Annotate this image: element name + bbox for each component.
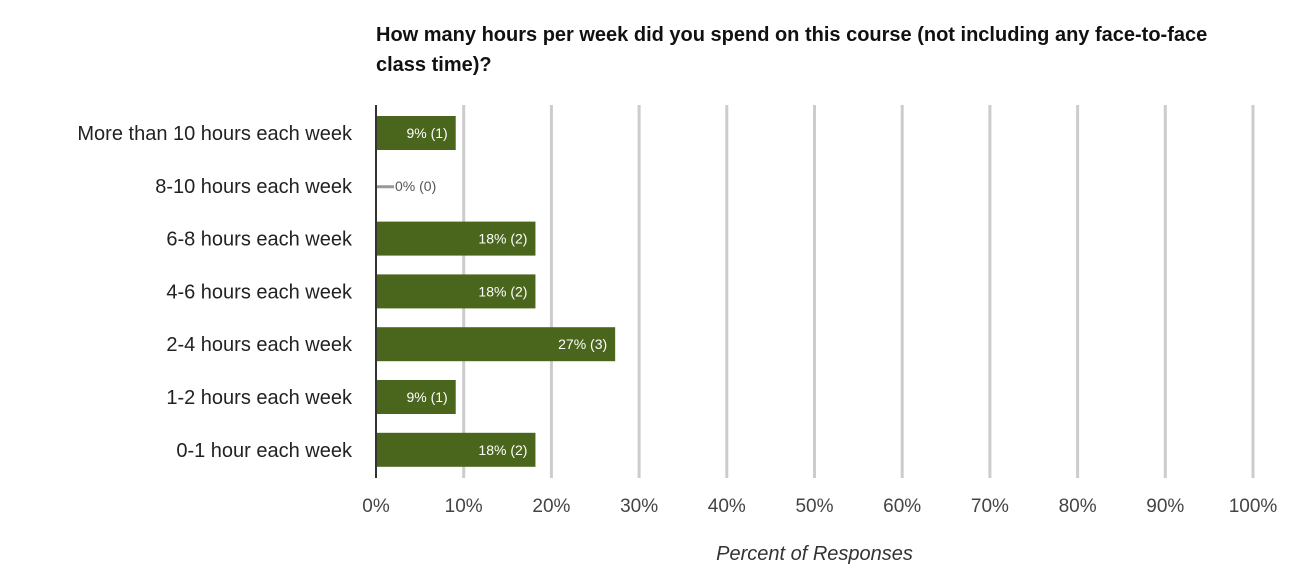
x-tick-label: 30% (620, 496, 658, 517)
x-tick-label: 10% (445, 496, 483, 517)
x-tick-label: 50% (795, 496, 833, 517)
data-label: 18% (2) (478, 231, 527, 247)
bar (376, 380, 456, 414)
bar (376, 221, 536, 256)
x-tick-label: 90% (1146, 496, 1184, 517)
data-label: 18% (2) (478, 442, 527, 458)
data-label: 9% (1) (406, 389, 447, 405)
bar (376, 274, 536, 309)
bar (376, 432, 536, 467)
x-tick-label: 0% (362, 496, 390, 517)
y-category-label: 1-2 hours each week (166, 387, 353, 409)
x-tick-label: 20% (532, 496, 570, 517)
y-category-label: 6-8 hours each week (166, 229, 353, 251)
y-category-label: 8-10 hours each week (155, 176, 353, 198)
data-label: 27% (3) (558, 336, 607, 352)
x-tick-label: 70% (971, 496, 1009, 517)
chart-title: How many hours per week did you spend on… (376, 24, 1208, 76)
data-label: 18% (2) (478, 283, 527, 299)
bar (376, 116, 456, 150)
x-tick-label: 60% (883, 496, 921, 517)
x-axis-title: Percent of Responses (716, 543, 913, 565)
x-tick-label: 80% (1059, 496, 1097, 517)
y-category-label: 0-1 hour each week (176, 440, 353, 462)
bar (376, 327, 616, 362)
data-label: 0% (0) (395, 178, 436, 194)
data-label: 9% (1) (406, 125, 447, 141)
x-tick-label: 40% (708, 496, 746, 517)
y-category-label: 4-6 hours each week (166, 281, 353, 303)
y-category-label: More than 10 hours each week (77, 123, 353, 145)
x-tick-label: 100% (1229, 496, 1278, 517)
y-category-label: 2-4 hours each week (166, 334, 353, 356)
